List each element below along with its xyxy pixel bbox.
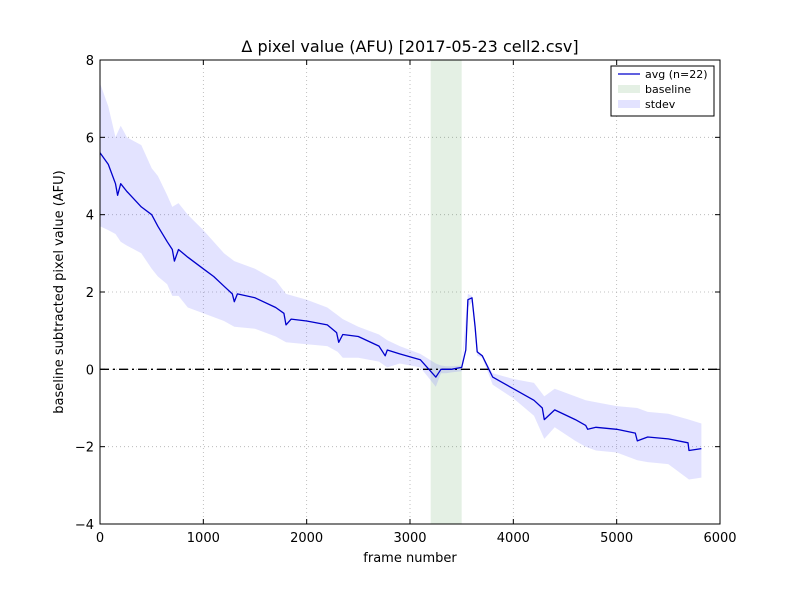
x-axis-label: frame number: [363, 551, 457, 566]
y-tick-label: 4: [86, 209, 94, 224]
legend-stdev-swatch: [618, 100, 640, 108]
legend-stdev-label: stdev: [645, 98, 676, 111]
x-tick-label: 1000: [187, 531, 220, 546]
y-tick-label: 6: [86, 131, 94, 146]
legend-baseline-label: baseline: [645, 83, 691, 96]
y-tick-label: 2: [86, 286, 94, 301]
legend-avg-label: avg (n=22): [645, 68, 708, 81]
x-tick-label: 0: [96, 531, 104, 546]
legend-baseline-swatch: [618, 85, 640, 93]
x-tick-label: 4000: [497, 531, 530, 546]
x-tick-label: 6000: [703, 531, 736, 546]
baseline-region: [430, 60, 462, 524]
axes: 0 1000 2000 3000 4000 5000 6000 −4 −2 0 2 4 6 8: [75, 54, 737, 546]
y-tick-label: 8: [86, 54, 94, 69]
chart-title: Δ pixel value (AFU) [2017-05-23 cell2.cs…: [241, 37, 578, 56]
y-tick-label: −2: [75, 441, 94, 456]
y-tick-label: 0: [86, 363, 94, 378]
x-tick-label: 2000: [290, 531, 323, 546]
plot-area: [99, 60, 720, 524]
avg-series-line: [99, 152, 702, 452]
x-tick-label: 3000: [393, 531, 426, 546]
legend: avg (n=22) baseline stdev: [610, 65, 715, 117]
y-tick-label: −4: [75, 518, 94, 533]
x-tick-label: 5000: [600, 531, 633, 546]
y-axis-label: baseline subtracted pixel value (AFU): [52, 170, 67, 413]
